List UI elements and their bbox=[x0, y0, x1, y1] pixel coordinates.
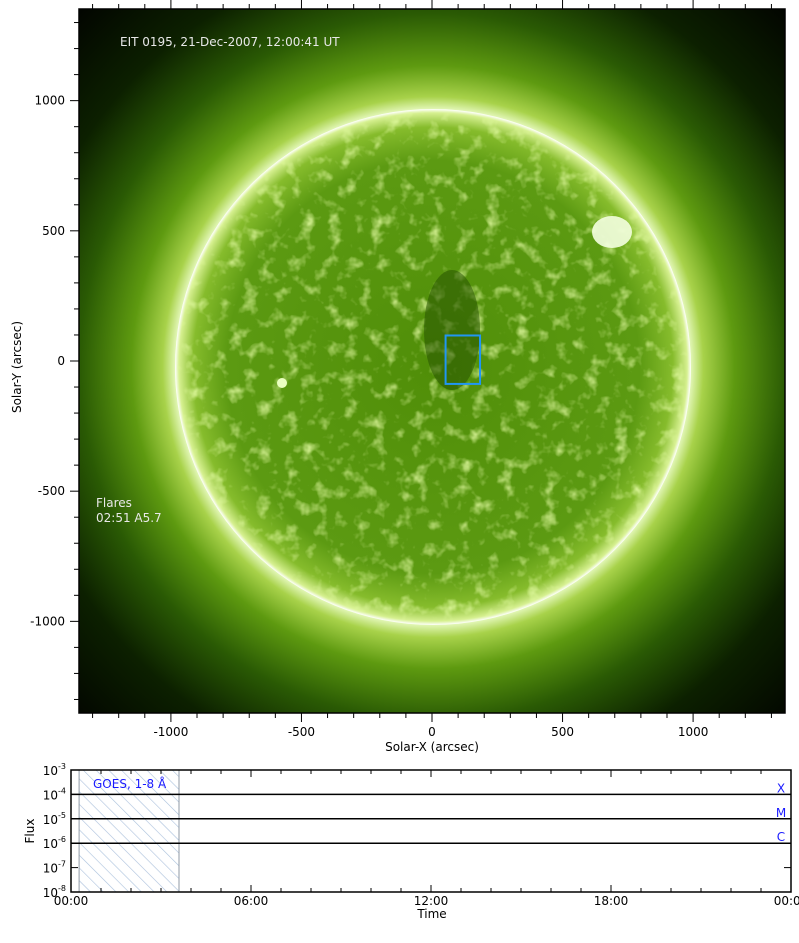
y-tick-label: 1000 bbox=[34, 94, 65, 108]
goes-x-tick-label: 00:00 bbox=[774, 894, 799, 908]
flare-class-lines: XMC bbox=[71, 781, 791, 844]
y-tick-label: 0 bbox=[57, 354, 65, 368]
goes-plot: XMC 00:00 06:00 12:00 18:00 00:00 10-3 10-4 10-… bbox=[23, 762, 799, 921]
goes-y-tick-label: 10-6 bbox=[43, 835, 66, 851]
goes-x-axis-label: Time bbox=[416, 907, 446, 921]
image-axes: -1000 -500 0 500 1000 1000 500 0 -500 -1000 bbox=[30, 0, 772, 739]
image-title: EIT 0195, 21-Dec-2007, 12:00:41 UT bbox=[120, 35, 340, 49]
goes-y-tick-label: 10-7 bbox=[43, 860, 66, 876]
goes-y-tick-label: 10-3 bbox=[43, 762, 66, 778]
solar-image bbox=[79, 9, 785, 713]
x-tick-label: 1000 bbox=[678, 725, 709, 739]
flare-entry: 02:51 A5.7 bbox=[96, 511, 162, 525]
y-tick-label: 500 bbox=[42, 224, 65, 238]
goes-legend: GOES, 1-8 Å bbox=[93, 776, 167, 791]
goes-y-tick-label: 10-8 bbox=[43, 884, 66, 900]
y-tick-label: -1000 bbox=[30, 614, 65, 628]
flare-class-label: X bbox=[777, 781, 785, 795]
x-tick-label: 500 bbox=[551, 725, 574, 739]
x-tick-label: -500 bbox=[288, 725, 315, 739]
goes-x-tick-label: 12:00 bbox=[414, 894, 449, 908]
coronal-hole bbox=[424, 270, 480, 390]
y-tick-label: -500 bbox=[38, 484, 65, 498]
goes-y-tick-label: 10-4 bbox=[43, 786, 66, 802]
goes-x-tick-label: 00:00 bbox=[54, 894, 89, 908]
x-axis-label: Solar-X (arcsec) bbox=[385, 740, 479, 754]
goes-y-tick-label: 10-5 bbox=[43, 811, 66, 827]
goes-x-tick-label: 18:00 bbox=[594, 894, 629, 908]
region-box bbox=[444, 334, 482, 385]
goes-axes: 00:00 06:00 12:00 18:00 00:00 10-3 10-4 10-5 10-… bbox=[43, 762, 799, 908]
goes-x-tick-label: 06:00 bbox=[234, 894, 269, 908]
bright-point bbox=[277, 378, 287, 388]
goes-y-axis-label: Flux bbox=[23, 819, 37, 844]
flare-class-label: M bbox=[776, 806, 786, 820]
flare-class-label: C bbox=[777, 830, 785, 844]
x-tick-label: -1000 bbox=[153, 725, 188, 739]
flares-heading: Flares bbox=[96, 496, 132, 510]
y-axis-label: Solar-Y (arcsec) bbox=[10, 321, 24, 413]
x-tick-label: 0 bbox=[428, 725, 436, 739]
active-region bbox=[592, 216, 632, 248]
